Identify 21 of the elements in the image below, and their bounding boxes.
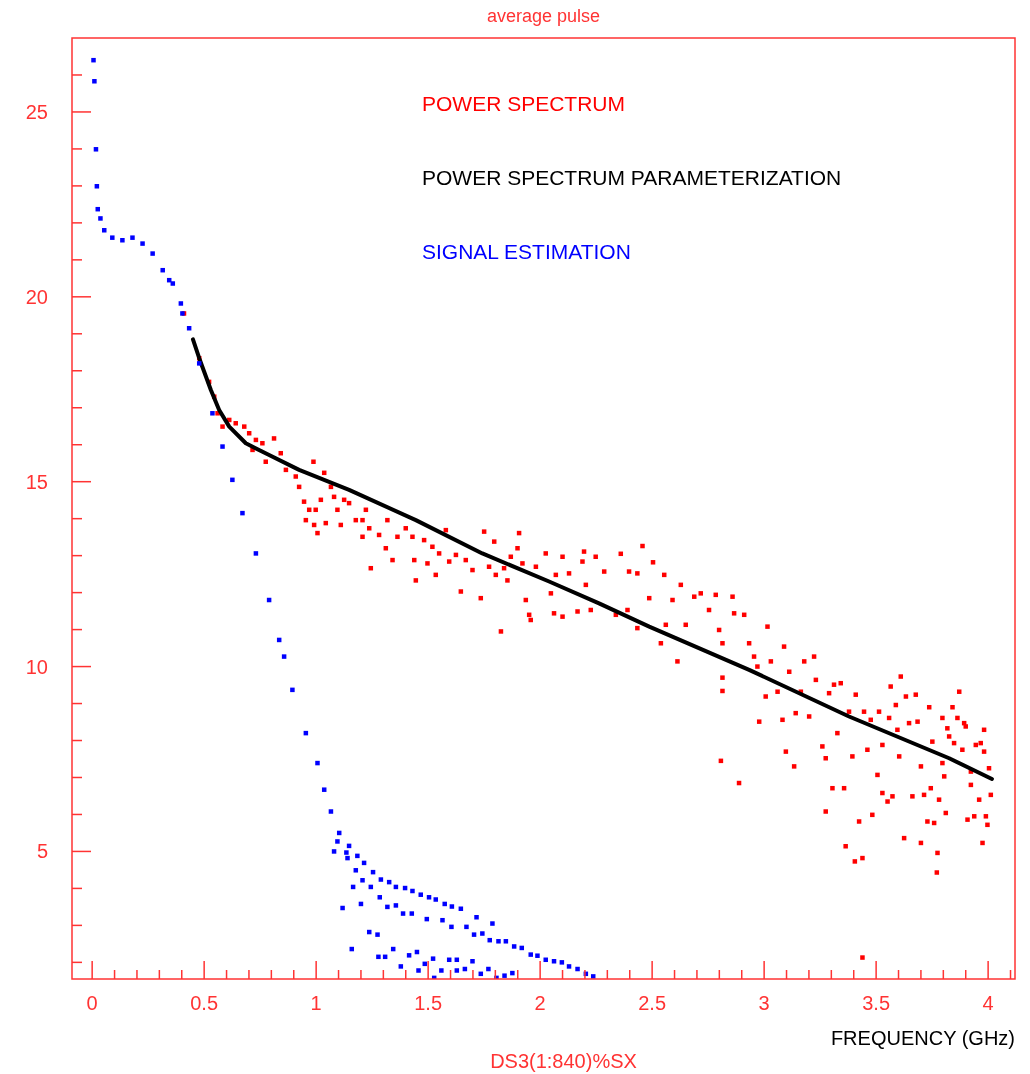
chart-title: average pulse bbox=[486, 6, 601, 26]
x-tick-label: 1 bbox=[310, 992, 322, 1014]
text: POWER SPECTRUM bbox=[422, 92, 626, 115]
x-tick-label: 3.5 bbox=[862, 992, 891, 1014]
text: SIGNAL ESTIMATION bbox=[422, 240, 631, 263]
x-tick-label: 0.5 bbox=[190, 992, 219, 1014]
x-tick-label: 0 bbox=[86, 992, 98, 1014]
line-series bbox=[190, 337, 994, 781]
x-tick-label: 2.5 bbox=[638, 992, 667, 1014]
x-tick-label: 2 bbox=[534, 992, 546, 1014]
x-tick-label: 4 bbox=[982, 992, 994, 1014]
x-axis-title: FREQUENCY (GHz) bbox=[830, 1027, 1015, 1049]
text: DS3(1:840)%SX bbox=[490, 1050, 637, 1072]
x-tick-label: 1.5 bbox=[414, 992, 443, 1014]
y-tick-label: 25 bbox=[25, 100, 48, 123]
y-tick-label: 20 bbox=[25, 285, 48, 308]
text: POWER SPECTRUM PARAMETERIZATION bbox=[422, 166, 842, 189]
x-tick-label: 3 bbox=[758, 992, 770, 1014]
y-tick-label: 5 bbox=[36, 840, 48, 863]
y-tick-label: 15 bbox=[25, 470, 48, 493]
y-tick-label: 10 bbox=[25, 655, 48, 678]
